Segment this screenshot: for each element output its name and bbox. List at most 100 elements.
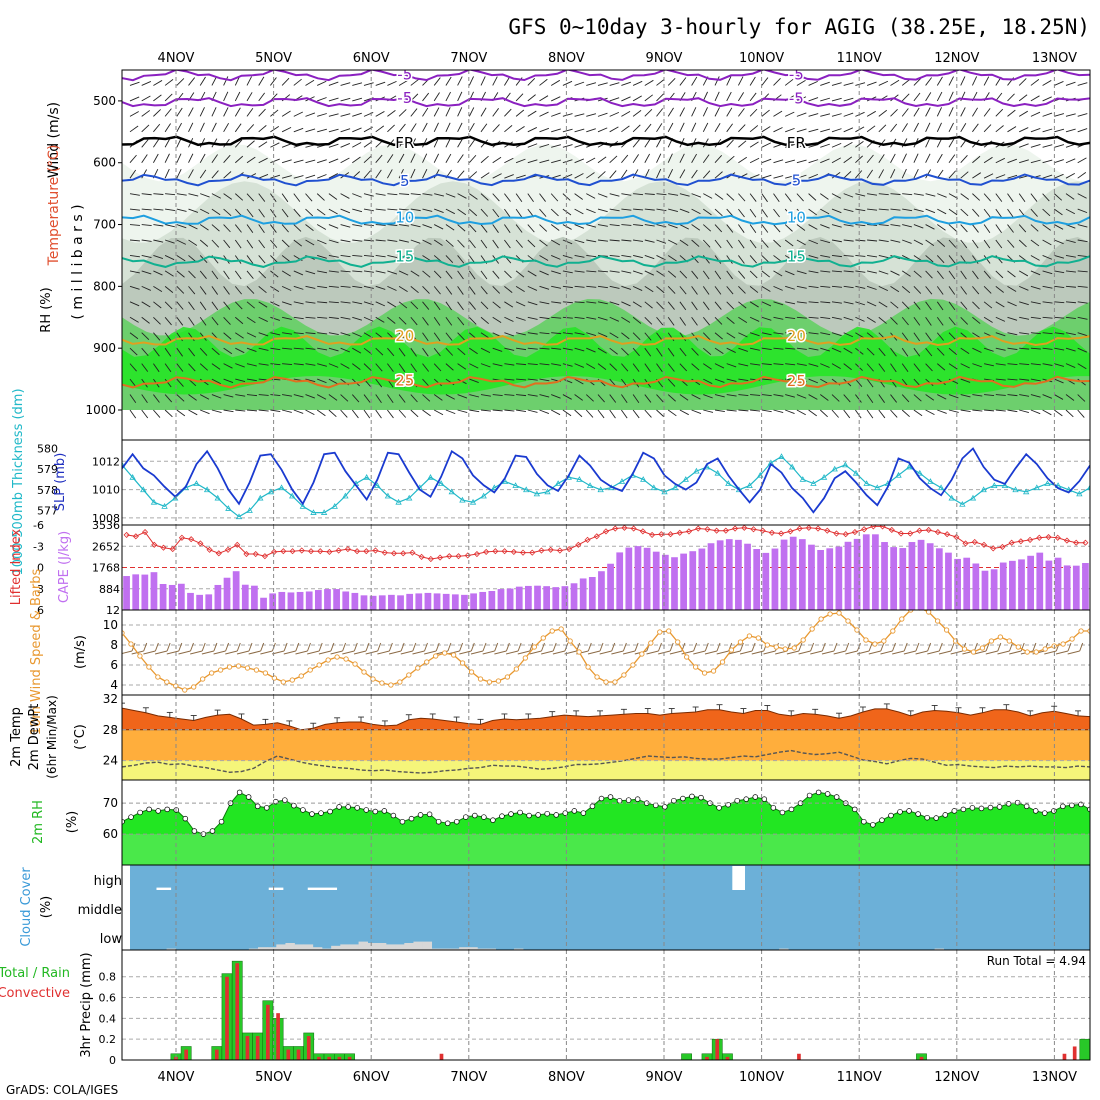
wind-barb bbox=[843, 97, 854, 102]
wind-barb bbox=[281, 110, 291, 117]
wind-barb bbox=[714, 122, 721, 133]
wind-barb bbox=[515, 126, 525, 133]
wind10m-barb-flag bbox=[342, 642, 347, 652]
wind-barb bbox=[785, 301, 796, 305]
ylabel-minmax: (6hr Min/Max) bbox=[45, 695, 59, 779]
wind-barb bbox=[305, 174, 316, 179]
cloud-low-bar bbox=[258, 947, 268, 950]
wind-barb bbox=[808, 255, 819, 259]
wind-barb bbox=[761, 77, 769, 86]
wind-barb bbox=[913, 92, 921, 102]
cape-bar bbox=[643, 547, 651, 610]
wind-barb bbox=[188, 286, 196, 295]
cape-bar bbox=[881, 542, 888, 610]
wind-barb bbox=[234, 270, 242, 280]
wind10m-barb bbox=[646, 650, 659, 655]
wind-barb bbox=[1065, 208, 1076, 215]
cloud-low-bar bbox=[331, 945, 341, 950]
wind-barb bbox=[820, 394, 829, 401]
cape-bar bbox=[789, 536, 797, 610]
wind10m-point bbox=[881, 638, 887, 644]
wind-barb bbox=[773, 159, 784, 164]
wind-barb bbox=[831, 224, 842, 228]
wind10m-point bbox=[621, 672, 627, 678]
wind10m-point bbox=[540, 635, 546, 641]
wind-barb bbox=[141, 316, 150, 324]
wind-barb bbox=[703, 394, 713, 399]
wind-barb bbox=[866, 81, 877, 86]
wind-barb bbox=[995, 108, 1004, 117]
cape-bar bbox=[1063, 565, 1071, 610]
wind-barb bbox=[948, 138, 955, 148]
ylabel-temp2m: 2m Temp bbox=[9, 707, 24, 767]
wind10m-barb-flag bbox=[658, 642, 662, 652]
wind10m-barb-flag bbox=[307, 642, 311, 652]
cape-bar bbox=[1054, 557, 1062, 610]
wind-barb bbox=[761, 142, 771, 148]
wind-barb bbox=[1077, 316, 1088, 320]
wind-barb bbox=[293, 224, 302, 232]
wind10m-point bbox=[137, 653, 143, 659]
wind-barb bbox=[948, 255, 956, 264]
isotherm-label: 10 bbox=[395, 209, 414, 227]
wind-barb bbox=[1042, 128, 1053, 133]
wind-barb bbox=[328, 316, 339, 319]
wind-barb bbox=[890, 153, 896, 163]
wind-barb bbox=[761, 208, 768, 218]
isotherm-label: 20 bbox=[395, 327, 414, 345]
wind-barb bbox=[878, 363, 886, 372]
wind-barb bbox=[176, 363, 184, 372]
wind-barb bbox=[270, 77, 277, 86]
wind-barb bbox=[960, 171, 969, 179]
wind-barb bbox=[223, 107, 229, 117]
wind10m-barb-flag bbox=[154, 642, 159, 652]
li-point bbox=[446, 553, 453, 560]
wind10m-tick-label: 10 bbox=[103, 618, 118, 632]
wind-barb bbox=[890, 363, 897, 373]
wind-barb bbox=[516, 378, 527, 381]
slp-clip-group bbox=[122, 447, 1090, 520]
wind-barb bbox=[995, 174, 1006, 179]
wind-barb bbox=[375, 285, 386, 290]
wind-barb bbox=[679, 409, 689, 416]
wind-barb bbox=[948, 332, 957, 341]
wind-barb bbox=[422, 378, 430, 387]
wind-barb bbox=[492, 208, 500, 218]
wind-barb bbox=[656, 123, 663, 133]
wind-barb bbox=[199, 301, 207, 311]
wind-barb bbox=[457, 286, 464, 295]
precip-conv-bar bbox=[337, 1056, 342, 1060]
wind-barb bbox=[129, 285, 140, 290]
wind-barb bbox=[936, 286, 944, 295]
wind-barb bbox=[702, 122, 709, 133]
wind-barb bbox=[129, 332, 139, 340]
wind-barb bbox=[516, 363, 527, 366]
wind10m-barb bbox=[973, 650, 987, 655]
wind-barb bbox=[667, 409, 677, 417]
wind-barb bbox=[948, 224, 957, 232]
wind10m-point bbox=[1024, 649, 1030, 655]
li-point bbox=[529, 549, 536, 556]
cloud-label-middle: middle bbox=[78, 903, 122, 918]
wind10m-barb-flag bbox=[587, 642, 592, 652]
wind10m-point bbox=[899, 616, 905, 622]
wind-barb bbox=[480, 155, 489, 164]
wind10m-barb-flag bbox=[868, 642, 873, 652]
wind-barb bbox=[211, 122, 217, 133]
thickness-point bbox=[161, 503, 168, 509]
precip-conv-bar bbox=[715, 1039, 720, 1060]
wind-barb bbox=[562, 255, 573, 259]
wind-barb bbox=[562, 113, 573, 117]
li-point bbox=[390, 550, 398, 557]
wind-barb bbox=[363, 285, 374, 289]
wind-barb bbox=[1030, 143, 1041, 148]
li-point bbox=[870, 525, 877, 530]
wind-barb bbox=[258, 224, 265, 233]
wind10m-point bbox=[325, 657, 331, 663]
wind-barb bbox=[656, 239, 667, 244]
wind-barb bbox=[562, 316, 573, 319]
wind-barb bbox=[550, 409, 561, 416]
wind-barb bbox=[328, 173, 338, 179]
wind-barb bbox=[866, 378, 874, 388]
wind-barb bbox=[703, 193, 713, 199]
